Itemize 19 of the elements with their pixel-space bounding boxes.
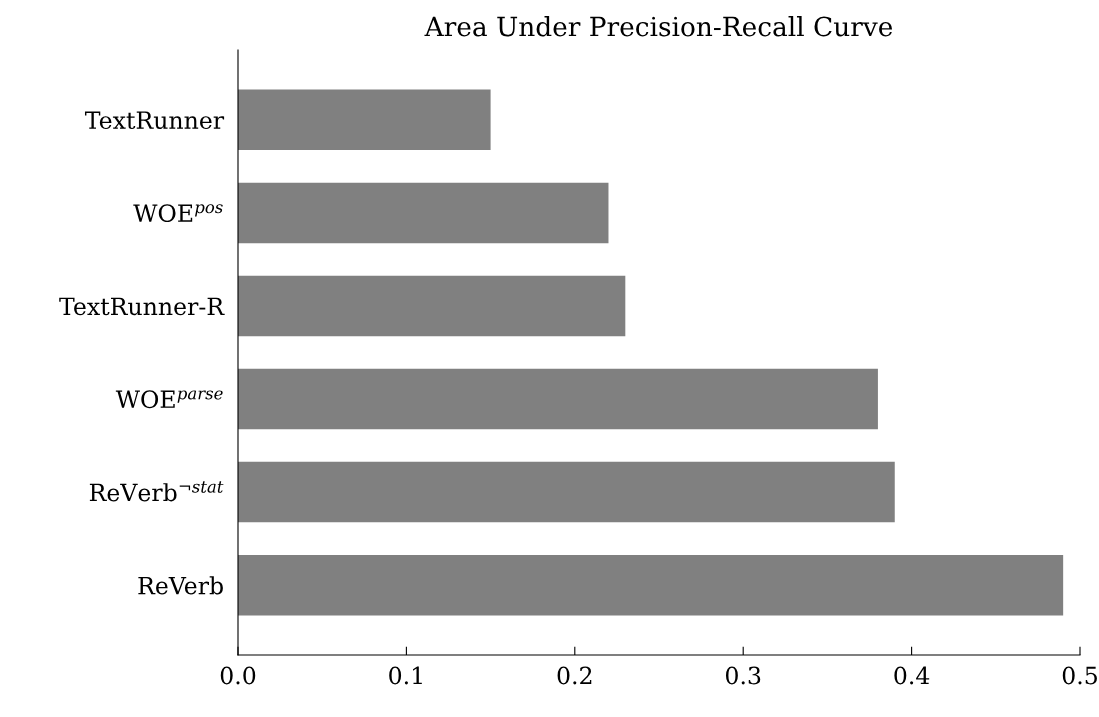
bar bbox=[238, 182, 609, 244]
x-tick-label: 0.0 bbox=[220, 666, 256, 685]
y-tick-label: ReVerb$^{¬stat}$ bbox=[89, 481, 224, 502]
y-tick-label: ReVerb bbox=[138, 576, 223, 595]
x-tick-label: 0.5 bbox=[1062, 666, 1097, 685]
y-tick-label: TextRunner-R bbox=[59, 297, 225, 316]
x-tick-label: 0.4 bbox=[894, 666, 930, 685]
chart-title: Area Under Precision-Recall Curve bbox=[424, 16, 893, 37]
x-tick-label: 0.3 bbox=[725, 666, 761, 685]
x-tick-label: 0.2 bbox=[557, 666, 592, 685]
bar bbox=[238, 461, 895, 523]
y-tick-label: WOE$^{parse}$ bbox=[115, 390, 223, 409]
bar bbox=[238, 89, 491, 151]
bar bbox=[238, 554, 1064, 616]
bar bbox=[238, 368, 878, 430]
y-tick-label: WOE$^{pos}$ bbox=[133, 204, 223, 223]
bar bbox=[238, 275, 626, 337]
y-tick-label: TextRunner bbox=[84, 111, 225, 130]
x-tick-label: 0.1 bbox=[389, 666, 422, 685]
